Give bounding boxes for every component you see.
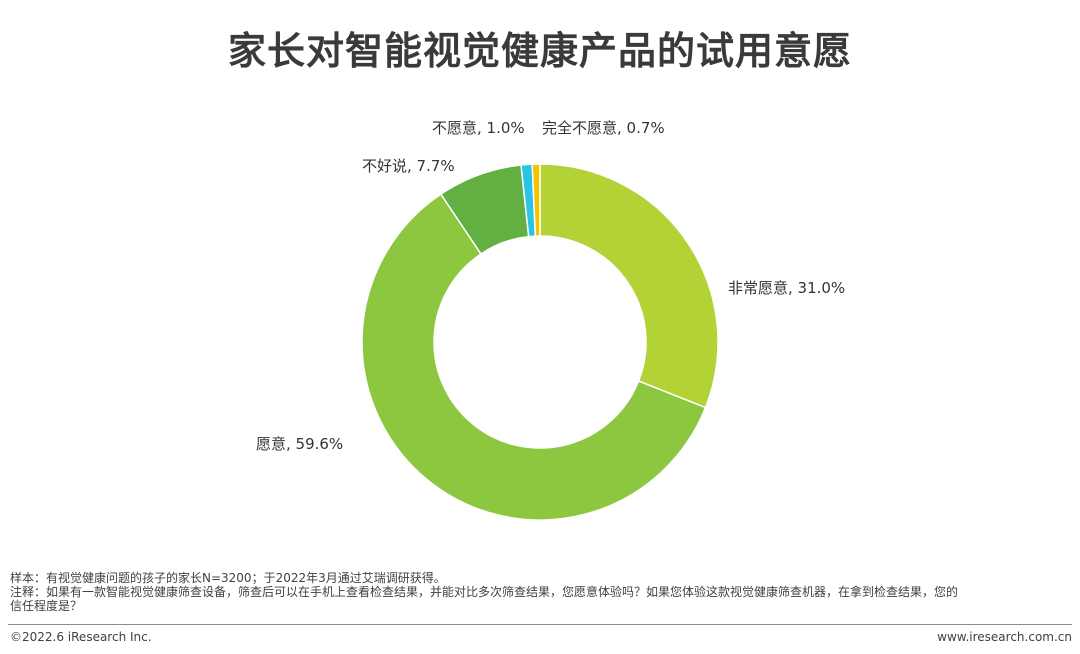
slice-label-3: 不好说, 7.7%	[362, 157, 455, 175]
slice-1	[539, 163, 719, 409]
slice-labels: 非常愿意, 31.0% 愿意, 59.6% 不好说, 7.7% 不愿意, 1.0% 完全…	[256, 119, 845, 453]
chart-notes: 样本：有视觉健康问题的孩子的家长N=3200；于2022年3月通过艾瑞调研获得。…	[10, 571, 1070, 613]
copyright-text: ©2022.6 iResearch Inc.	[10, 630, 152, 644]
slice-label-1: 非常愿意, 31.0%	[728, 279, 845, 297]
chart-title: 家长对智能视觉健康产品的试用意愿	[227, 29, 852, 73]
website-link[interactable]: www.iresearch.com.cn	[937, 630, 1072, 644]
slice-2	[361, 193, 707, 521]
sample-note: 样本：有视觉健康问题的孩子的家长N=3200；于2022年3月通过艾瑞调研获得。	[10, 571, 446, 585]
footer-divider	[8, 624, 1072, 625]
slice-label-2: 愿意, 59.6%	[256, 435, 343, 453]
annotation-note-continued: 信任程度是？	[10, 599, 83, 613]
annotation-note: 注释：如果有一款智能视觉健康筛查设备，筛查后可以在手机上查看检查结果，并能对比多…	[10, 585, 959, 599]
slice-label-5: 完全不愿意, 0.7%	[542, 119, 665, 137]
slice-label-4: 不愿意, 1.0%	[432, 119, 525, 137]
donut-slices	[361, 163, 719, 521]
slice-5	[531, 163, 541, 237]
donut-chart: 非常愿意, 31.0% 愿意, 59.6% 不好说, 7.7% 不愿意, 1.0% 完全…	[256, 119, 845, 521]
